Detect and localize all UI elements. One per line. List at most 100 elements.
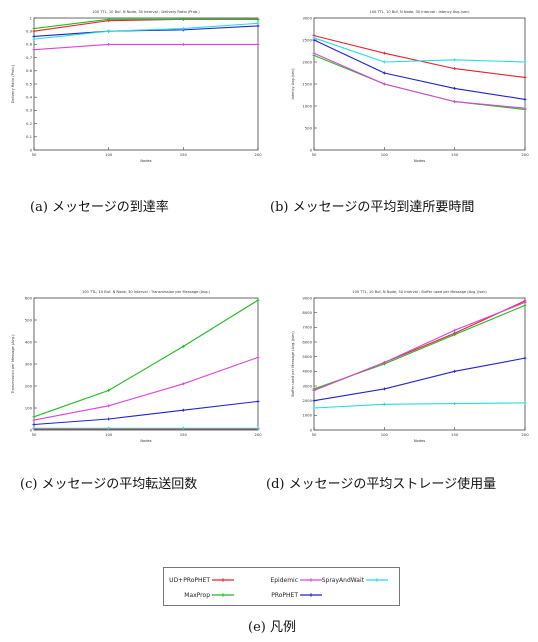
y-axis-label: Transmission per Message (Avg.) [11,334,15,395]
y-tick-label: 0.9 [26,29,33,34]
x-tick-label: 50 [312,432,317,437]
legend-label-prophet: PRoPHET [271,592,298,599]
y-tick-label: 2000 [302,59,312,64]
y-tick-label: 8000 [302,310,312,315]
x-tick-label: 100 [381,152,389,157]
y-tick-label: 0.3 [26,108,33,113]
chart-title: 100 TTL, 10 Buf, N Node, 30 Interval : D… [92,10,200,14]
series-line-epidemic [33,43,258,51]
chart-title: 100 TTL, 10 Buf, N Node, 30 Interval : T… [82,290,211,294]
legend-label-epidemic: Epidemic [270,577,298,584]
y-tick-label: 9000 [302,295,312,300]
y-tick-label: 3000 [302,15,312,20]
series-line-epidemic [313,301,526,391]
series-line-prophet [33,400,259,426]
y-tick-label: 200 [25,383,33,388]
x-tick-label: 50 [32,152,37,157]
caption-b: (b) メッセージの平均到達所要時間 [270,200,475,215]
chart-buffer-used-svg: 100 TTL, 10 Buf, N Node, 30 Interval : B… [291,290,529,443]
y-tick-label: 0.8 [26,42,33,47]
x-tick-label: 50 [312,152,317,157]
y-tick-label: 0.1 [26,134,33,139]
y-tick-label: 0 [310,427,313,432]
series-line-spray [33,22,259,40]
plot-frame [33,17,259,151]
caption-d: (d) メッセージの平均ストレージ使用量 [266,477,497,492]
y-tick-label: 6000 [302,339,312,344]
series-line-maxprop [33,299,259,418]
chart-delivery-ratio-svg: 100 TTL, 10 Buf, N Node, 30 Interval : D… [11,10,262,163]
legend-label-maxprop: MaxProp [184,592,210,599]
x-tick-label: 150 [180,152,188,157]
y-tick-label: 1500 [302,81,312,86]
y-tick-label: 4000 [302,369,312,374]
x-tick-label: 200 [254,432,262,437]
series-line-epidemic [313,52,526,109]
y-tick-label: 100 [25,405,33,410]
y-tick-label: 0.5 [26,81,33,86]
chart-delivery-ratio: 100 TTL, 10 Buf, N Node, 30 Interval : D… [0,0,269,195]
x-axis-label: Nodes [140,439,151,443]
x-tick-label: 150 [451,152,459,157]
chart-latency-svg: 100 TTL, 10 Buf, N Node, 30 Interval : l… [291,10,529,163]
chart-latency: 100 TTL, 10 Buf, N Node, 30 Interval : l… [269,0,538,195]
series-line-maxprop [33,18,258,30]
y-tick-label: 0 [310,147,313,152]
legend: UD+PRoPHET Epidemic SprayAndWait MaxProp PRo… [163,567,400,606]
y-tick-label: 0 [30,147,33,152]
y-axis-label: Buffer used per Message (Avg.)(sec) [291,331,295,397]
x-tick-label: 200 [521,152,529,157]
x-tick-label: 150 [180,432,188,437]
y-tick-label: 0.4 [26,95,33,100]
x-tick-label: 100 [105,432,113,437]
x-axis-label: Nodes [140,159,151,163]
x-axis-label: Nodes [414,439,425,443]
y-tick-label: 1000 [302,413,312,418]
y-tick-label: 500 [25,317,33,322]
y-tick-label: 5000 [302,354,312,359]
series-line-spray [313,37,526,63]
y-tick-label: 300 [25,361,33,366]
x-tick-label: 200 [521,432,529,437]
plot-frame [313,297,526,431]
y-tick-label: 7000 [302,325,312,330]
y-axis-label: latency Avg.(sec) [291,68,295,100]
chart-buffer-used: 100 TTL, 10 Buf, N Node, 30 Interval : B… [269,280,538,475]
y-tick-label: 1 [30,15,33,20]
series-line-prophet [313,357,526,402]
y-tick-label: 2500 [302,37,312,42]
series-line-ud [313,35,526,78]
y-axis-label: Delivery Ratio (Prob.) [11,64,15,103]
y-tick-label: 0.7 [26,55,33,60]
y-tick-label: 1000 [302,103,312,108]
plot-frame [33,297,259,431]
legend-svg: UD+PRoPHET Epidemic SprayAndWait MaxProp PRo… [169,577,388,599]
x-tick-label: 150 [451,432,459,437]
x-tick-label: 50 [32,432,37,437]
y-tick-label: 600 [25,295,33,300]
series-line-spray [313,402,526,409]
caption-a: (a) メッセージの到達率 [30,200,169,215]
y-tick-label: 0 [30,427,33,432]
caption-c: (c) メッセージの平均転送回数 [20,477,198,492]
series-line-prophet [33,25,259,38]
x-tick-label: 100 [105,152,113,157]
x-tick-label: 100 [381,432,389,437]
x-tick-label: 200 [254,152,262,157]
y-tick-label: 400 [25,339,33,344]
y-tick-label: 2000 [302,398,312,403]
chart-title: 100 TTL, 10 Buf, N Node, 30 Interval : l… [369,10,470,14]
y-tick-label: 3000 [302,383,312,388]
y-tick-label: 0.6 [26,68,33,73]
caption-e: (e) 凡例 [248,620,296,635]
series-line-prophet [313,39,526,100]
chart-transmission-svg: 100 TTL, 10 Buf, N Node, 30 Interval : T… [11,290,262,443]
y-tick-label: 0.2 [26,121,33,126]
series-line-epidemic [33,356,259,421]
chart-transmission: 100 TTL, 10 Buf, N Node, 30 Interval : T… [0,280,269,475]
x-axis-label: Nodes [414,159,425,163]
legend-label-spray: SprayAndWait [322,577,365,584]
legend-label-ud: UD+PRoPHET [169,577,210,584]
series-line-maxprop [313,54,526,111]
chart-title: 100 TTL, 10 Buf, N Node, 30 Interval : B… [352,290,487,294]
